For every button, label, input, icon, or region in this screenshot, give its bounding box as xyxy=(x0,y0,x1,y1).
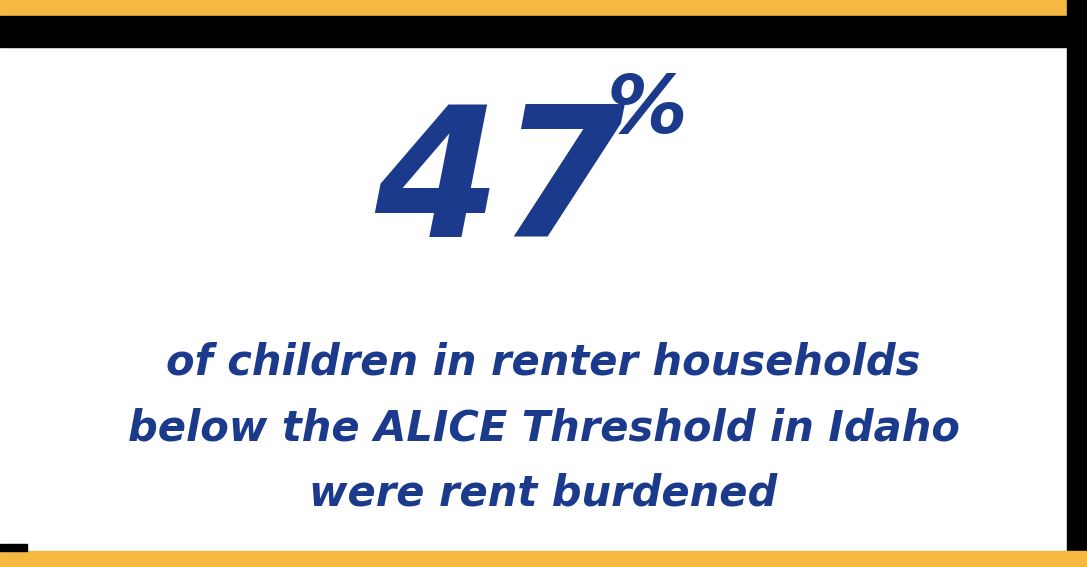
Text: %: % xyxy=(607,71,687,150)
Text: below the ALICE Threshold in Idaho: below the ALICE Threshold in Idaho xyxy=(127,407,960,449)
Text: 47: 47 xyxy=(374,99,626,275)
Bar xyxy=(0,0,1087,16)
Bar xyxy=(1067,0,1087,567)
Bar xyxy=(0,16,1087,47)
Text: were rent burdened: were rent burdened xyxy=(310,472,777,514)
Bar xyxy=(0,551,1087,567)
Bar xyxy=(0,544,27,551)
Text: of children in renter households: of children in renter households xyxy=(166,342,921,384)
